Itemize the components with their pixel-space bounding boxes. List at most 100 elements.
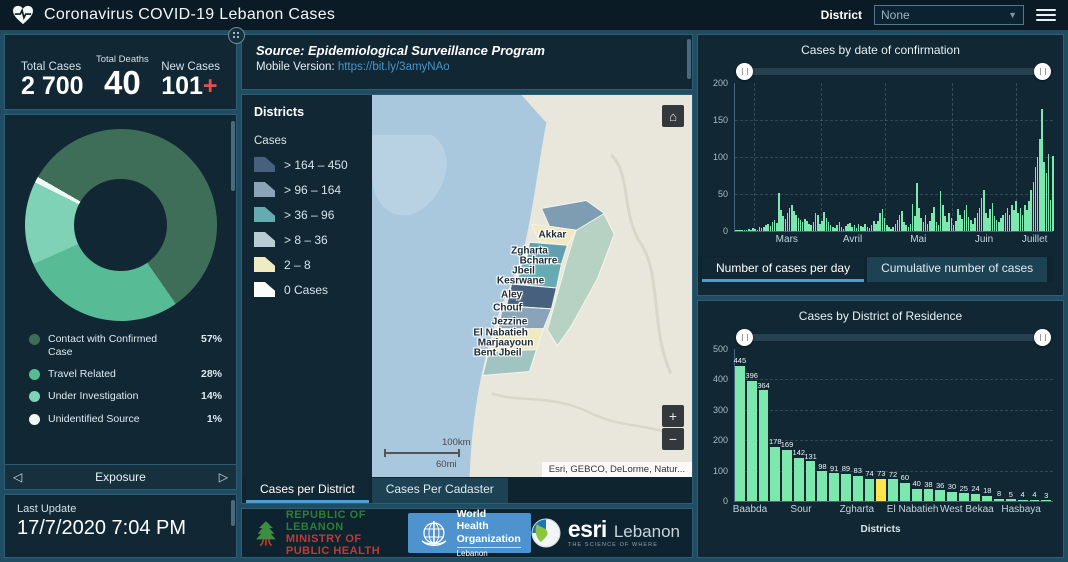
daily-bar[interactable] — [760, 228, 763, 231]
district-bar-column[interactable]: 25 — [958, 349, 969, 501]
daily-bar[interactable] — [1034, 167, 1037, 231]
district-bar[interactable] — [1041, 500, 1052, 501]
daily-bar[interactable] — [834, 228, 836, 231]
daily-bar[interactable] — [778, 192, 780, 231]
district-bar-column[interactable]: 5 — [1005, 349, 1016, 501]
slider-handle-right[interactable] — [1034, 329, 1051, 346]
daily-bar[interactable] — [857, 223, 860, 231]
district-bar-column[interactable]: 74 — [864, 349, 875, 501]
daily-bar[interactable] — [767, 223, 769, 231]
daily-bar[interactable] — [929, 220, 931, 231]
daily-bar[interactable] — [739, 229, 741, 231]
daily-bar[interactable] — [916, 182, 918, 231]
district-bar-column[interactable]: 396 — [745, 349, 758, 501]
daily-bar[interactable] — [1032, 182, 1035, 231]
daily-bar[interactable] — [1008, 214, 1011, 231]
district-bar[interactable] — [1029, 499, 1040, 501]
district-bar[interactable] — [746, 380, 757, 501]
district-bar-column[interactable]: 38 — [923, 349, 934, 501]
district-bar-column[interactable]: 445 — [734, 349, 746, 501]
daily-bar[interactable] — [810, 225, 813, 231]
district-bar-column[interactable]: 3 — [1041, 349, 1052, 501]
district-bar[interactable] — [817, 471, 828, 501]
mobile-version-link[interactable]: https://bit.ly/3amyNAo — [337, 61, 450, 73]
district-bar[interactable] — [982, 495, 993, 501]
daily-bar[interactable] — [1023, 205, 1026, 231]
daily-bar[interactable] — [775, 222, 778, 231]
daily-bar[interactable] — [980, 197, 983, 231]
daily-bar[interactable] — [868, 228, 871, 231]
district-bar[interactable] — [970, 493, 981, 501]
zoom-in-button[interactable]: + — [662, 405, 684, 427]
daily-bar[interactable] — [797, 217, 800, 231]
district-bar[interactable] — [947, 491, 957, 501]
daily-bar[interactable] — [913, 216, 916, 231]
daily-bar[interactable] — [758, 227, 761, 231]
scrollbar[interactable] — [687, 39, 691, 79]
daily-bar[interactable] — [903, 222, 905, 231]
daily-bar[interactable] — [967, 216, 970, 231]
daily-bar[interactable] — [1047, 154, 1050, 231]
district-bar[interactable] — [782, 449, 792, 501]
district-bar[interactable] — [888, 479, 898, 501]
daily-bar[interactable] — [972, 223, 974, 231]
daily-bar[interactable] — [1043, 162, 1045, 231]
district-bar-column[interactable]: 60 — [899, 349, 910, 501]
daily-bar[interactable] — [963, 210, 966, 231]
daily-bar[interactable] — [1017, 212, 1020, 231]
daily-bar[interactable] — [745, 229, 748, 231]
district-bar[interactable] — [805, 461, 816, 501]
daily-bar[interactable] — [735, 229, 737, 231]
daily-bar[interactable] — [1013, 210, 1015, 231]
slider-handle-left[interactable] — [736, 63, 753, 80]
district-bar-column[interactable]: 4 — [1017, 349, 1028, 501]
daily-bar[interactable] — [978, 208, 981, 231]
district-bar[interactable] — [876, 478, 887, 501]
daily-bar[interactable] — [1049, 199, 1052, 231]
home-button[interactable]: ⌂ — [662, 105, 684, 127]
tab-cases-per-cadaster[interactable]: Cases Per Cadaster — [371, 478, 508, 503]
district-bar-column[interactable]: 178 — [769, 349, 782, 501]
district-bar-column[interactable]: 142 — [793, 349, 805, 501]
daily-bar[interactable] — [855, 228, 858, 231]
daily-bar[interactable] — [829, 225, 832, 231]
daily-bar[interactable] — [894, 223, 897, 231]
daily-bar[interactable] — [1002, 215, 1004, 231]
daily-bar[interactable] — [795, 214, 797, 231]
daily-bar[interactable] — [881, 208, 884, 231]
daily-bar[interactable] — [879, 213, 882, 231]
daily-bar[interactable] — [1006, 208, 1009, 231]
daily-bar[interactable] — [890, 228, 892, 231]
district-bar-column[interactable]: 131 — [804, 349, 817, 501]
daily-bar[interactable] — [954, 220, 957, 231]
district-bar-column[interactable]: 89 — [841, 349, 851, 501]
daily-bar[interactable] — [1028, 200, 1030, 231]
daily-bar[interactable] — [750, 229, 752, 231]
district-bar-column[interactable]: 364 — [757, 349, 770, 501]
daily-bar[interactable] — [896, 219, 899, 231]
daily-bar[interactable] — [870, 225, 873, 231]
district-bar[interactable] — [1005, 499, 1016, 501]
map-canvas[interactable]: Akkar Zgharta Bcharre Jbeil Kesrwane Aley Chou… — [372, 95, 692, 477]
tab-number-of-cases-per-day[interactable]: Number of cases per day — [702, 257, 865, 282]
daily-bar[interactable] — [812, 222, 815, 231]
district-bar[interactable] — [770, 446, 781, 501]
daily-bar[interactable] — [793, 211, 795, 231]
exposure-donut[interactable] — [24, 129, 217, 321]
district-bar[interactable] — [899, 482, 910, 501]
daily-bar[interactable] — [901, 211, 903, 231]
daily-bar[interactable] — [849, 222, 851, 231]
daily-bar[interactable] — [939, 191, 942, 231]
district-bar[interactable] — [852, 475, 863, 501]
daily-bar[interactable] — [883, 218, 886, 231]
district-bar[interactable] — [923, 489, 934, 501]
daily-bar[interactable] — [808, 223, 810, 231]
daily-bar[interactable] — [771, 222, 774, 231]
daily-bar[interactable] — [765, 225, 767, 231]
daily-bar[interactable] — [1004, 212, 1007, 231]
district-bar[interactable] — [935, 490, 946, 501]
daily-bar[interactable] — [823, 211, 825, 231]
daily-bar[interactable] — [827, 222, 830, 231]
daily-bar[interactable] — [844, 225, 847, 231]
daily-bar[interactable] — [825, 217, 828, 231]
